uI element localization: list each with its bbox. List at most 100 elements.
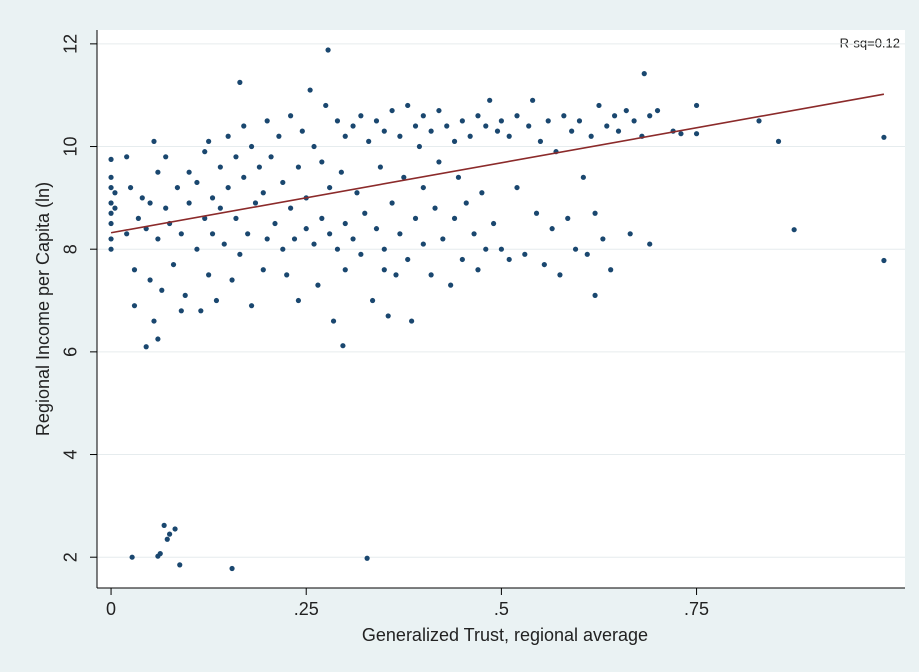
x-tick-label: .25 [294, 599, 319, 619]
point [342, 133, 348, 139]
point [494, 128, 501, 134]
point [412, 215, 419, 221]
point [448, 282, 454, 288]
point [350, 236, 356, 242]
point [654, 107, 661, 114]
point [108, 246, 114, 252]
point [537, 138, 544, 144]
point [264, 236, 270, 242]
point [330, 318, 337, 324]
point [416, 143, 423, 150]
point [409, 318, 415, 324]
point [225, 133, 231, 139]
point [584, 251, 590, 257]
point [237, 251, 243, 257]
point [693, 131, 700, 137]
point [451, 215, 458, 221]
point [178, 231, 184, 237]
point [127, 184, 134, 191]
point [549, 226, 555, 232]
point [647, 241, 653, 247]
point [143, 344, 149, 350]
point [526, 123, 532, 129]
point [288, 205, 294, 211]
point [342, 220, 348, 227]
point [164, 536, 170, 542]
point [256, 164, 262, 170]
y-tick-label: 8 [61, 244, 81, 254]
point [194, 246, 200, 252]
point [167, 531, 173, 537]
point [229, 565, 235, 572]
point [288, 113, 294, 119]
point [467, 133, 473, 139]
point [561, 113, 567, 119]
plot-area [97, 30, 905, 588]
point [405, 256, 411, 263]
point [381, 246, 387, 252]
point [455, 174, 462, 180]
point [264, 118, 270, 124]
point [124, 154, 130, 160]
point [186, 169, 192, 175]
point [514, 184, 520, 191]
point [881, 134, 887, 140]
x-tick-label: .75 [684, 599, 709, 619]
point [163, 205, 169, 211]
point [209, 231, 216, 237]
point [588, 133, 594, 139]
point [260, 190, 266, 196]
point [631, 118, 637, 124]
point [420, 241, 426, 247]
point [506, 133, 512, 139]
point [202, 149, 208, 155]
point [358, 251, 364, 257]
point [299, 128, 305, 134]
point [147, 200, 153, 206]
point [475, 113, 481, 119]
point [490, 220, 497, 227]
point [131, 267, 138, 273]
point [576, 118, 583, 124]
point [471, 231, 477, 237]
point [311, 143, 317, 150]
point [459, 256, 465, 263]
point [483, 246, 489, 252]
point [291, 236, 298, 242]
point [315, 282, 321, 288]
x-tick-label: 0 [106, 599, 116, 619]
point [647, 113, 653, 119]
point [155, 236, 161, 242]
point [756, 118, 762, 124]
point [241, 174, 247, 180]
point [627, 231, 633, 237]
point [248, 303, 255, 309]
point [135, 215, 141, 221]
point [397, 231, 403, 237]
point [381, 128, 387, 134]
y-axis-title: Regional Income per Capita (ln) [33, 182, 53, 436]
point [420, 113, 426, 119]
point [221, 241, 227, 247]
point [198, 308, 204, 314]
point [161, 522, 167, 528]
point [479, 190, 485, 196]
point [354, 190, 360, 196]
point [487, 97, 493, 103]
point [369, 297, 376, 304]
point [194, 179, 200, 186]
point [615, 128, 622, 134]
point [272, 220, 278, 227]
point [572, 246, 579, 252]
point [483, 123, 489, 129]
x-tick-label: .5 [494, 599, 509, 619]
point [533, 210, 540, 216]
point [323, 102, 329, 109]
point [401, 174, 407, 180]
point [451, 138, 458, 144]
point [170, 261, 177, 268]
point [108, 184, 114, 191]
point [108, 174, 114, 180]
point [108, 200, 114, 206]
